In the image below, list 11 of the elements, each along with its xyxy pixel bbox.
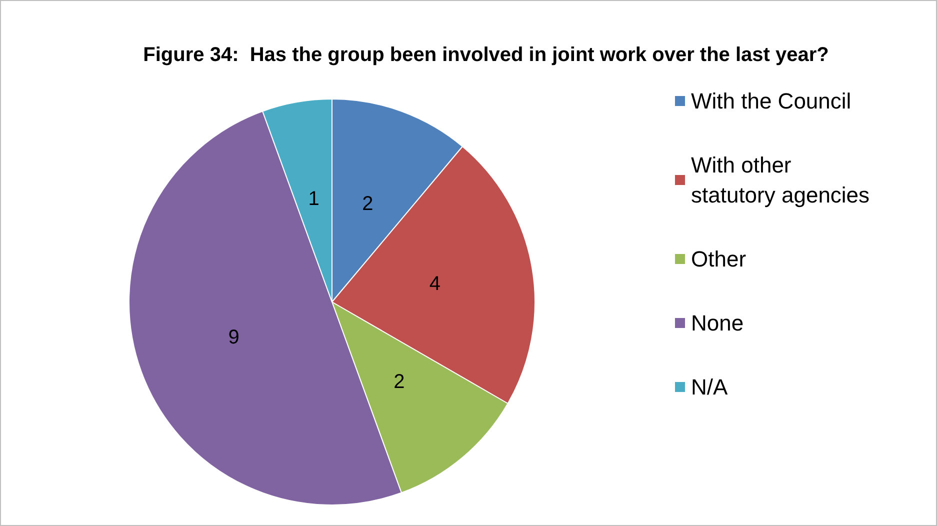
chart-title: Figure 34: Has the group been involved in joint work over the last year?: [143, 44, 829, 66]
legend-label: With other statutory agencies: [691, 152, 870, 208]
legend-label: With the Council: [691, 88, 852, 114]
data-label: 2: [362, 192, 374, 215]
legend-label: N/A: [691, 374, 728, 400]
legend-label: Other: [691, 246, 746, 272]
data-label: 9: [228, 326, 240, 349]
data-label: 2: [394, 371, 405, 394]
data-label: 1: [308, 188, 320, 210]
legend-label: None: [691, 310, 744, 336]
data-label: 4: [429, 272, 440, 295]
